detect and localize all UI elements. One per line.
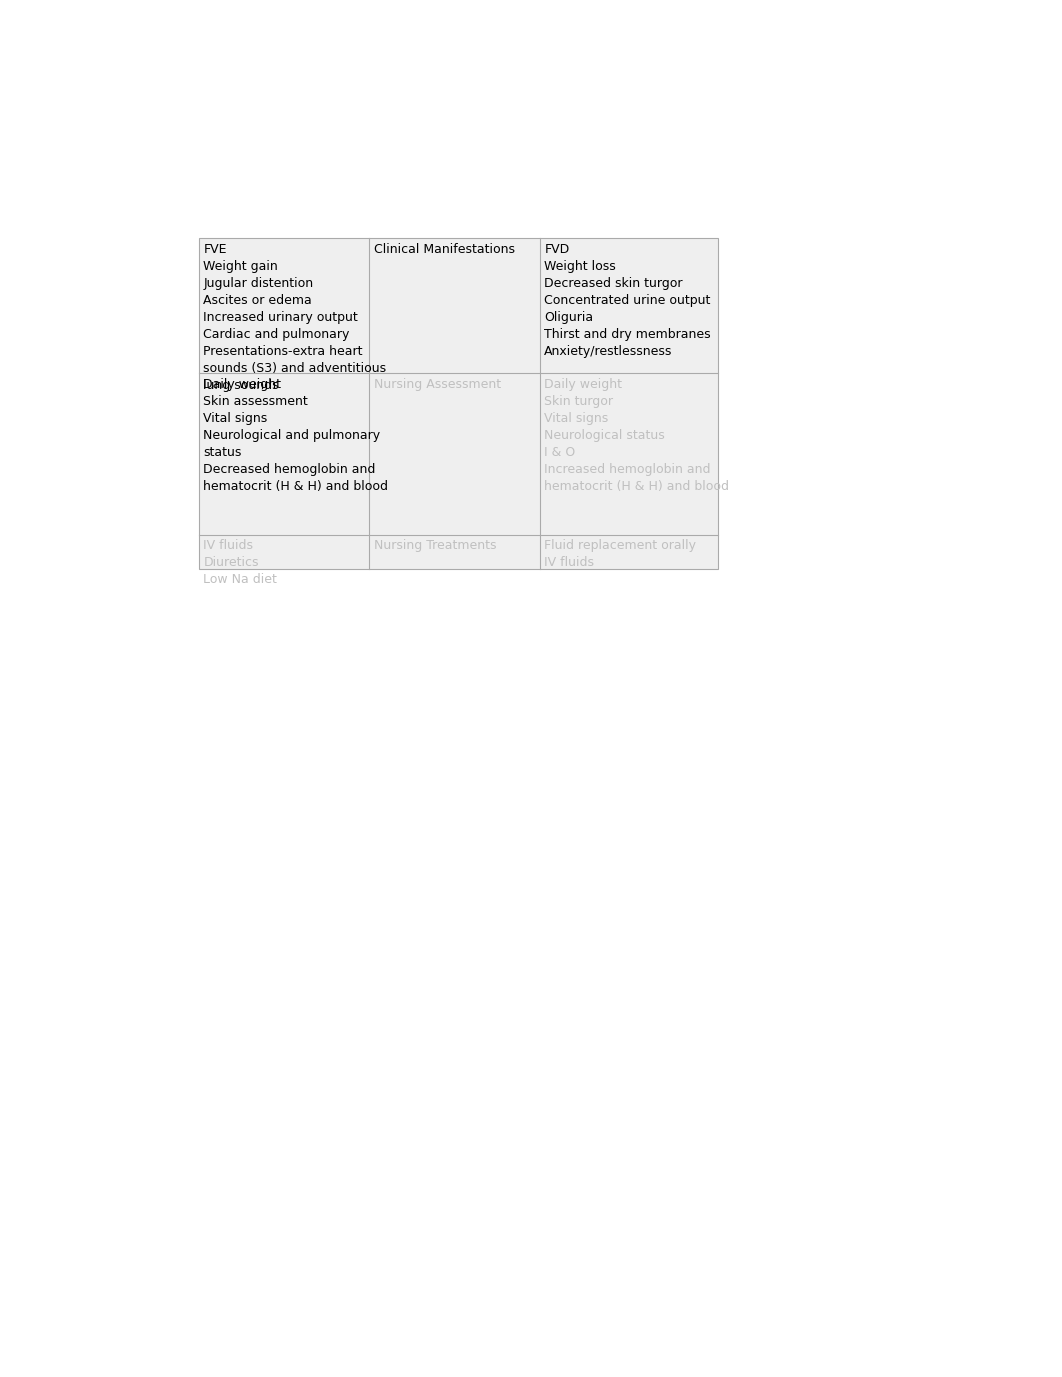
Text: FVD
Weight loss
Decreased skin turgor
Concentrated urine output
Oliguria
Thirst : FVD Weight loss Decreased skin turgor Co… (545, 242, 710, 358)
Text: FVE
Weight gain
Jugular distention
Ascites or edema
Increased urinary output
Car: FVE Weight gain Jugular distention Ascit… (203, 242, 387, 392)
Text: Daily weight
Skin turgor
Vital signs
Neurological status
I & O
Increased hemoglo: Daily weight Skin turgor Vital signs Neu… (545, 377, 730, 493)
Text: Nursing Treatments: Nursing Treatments (374, 540, 496, 552)
Text: IV fluids
Diuretics
Low Na diet: IV fluids Diuretics Low Na diet (203, 540, 277, 587)
Text: Fluid replacement orally
IV fluids: Fluid replacement orally IV fluids (545, 540, 697, 570)
Text: Daily weight
Skin assessment
Vital signs
Neurological and pulmonary
status
Decre: Daily weight Skin assessment Vital signs… (203, 377, 389, 493)
Text: Nursing Assessment: Nursing Assessment (374, 377, 501, 391)
FancyBboxPatch shape (199, 238, 718, 570)
Text: Clinical Manifestations: Clinical Manifestations (374, 242, 515, 256)
